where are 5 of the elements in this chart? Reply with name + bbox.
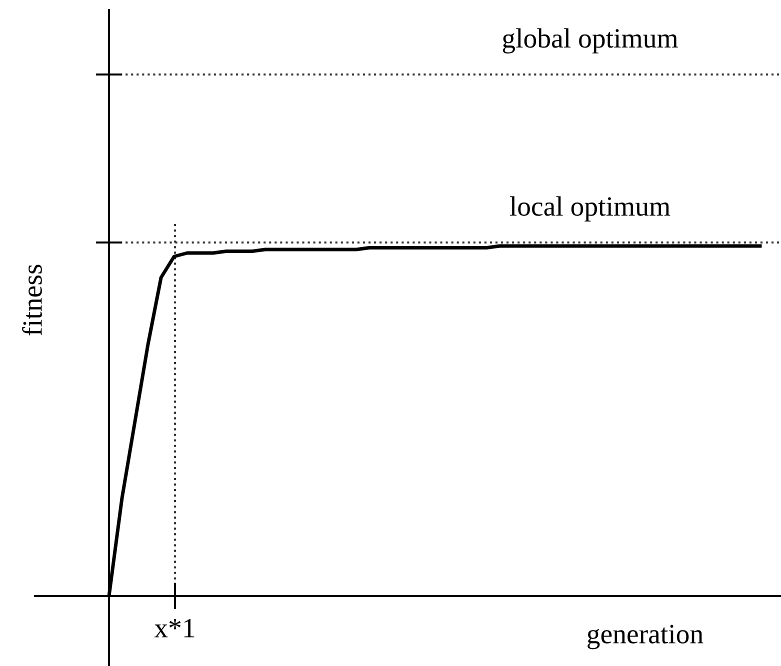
y-axis-title: fitness	[22, 264, 42, 336]
ref-line-label: local optimum	[510, 196, 670, 222]
x-axis-title: generation	[588, 624, 704, 650]
text: x*1	[154, 618, 194, 638]
ref-line-label: global optimum	[502, 28, 678, 54]
